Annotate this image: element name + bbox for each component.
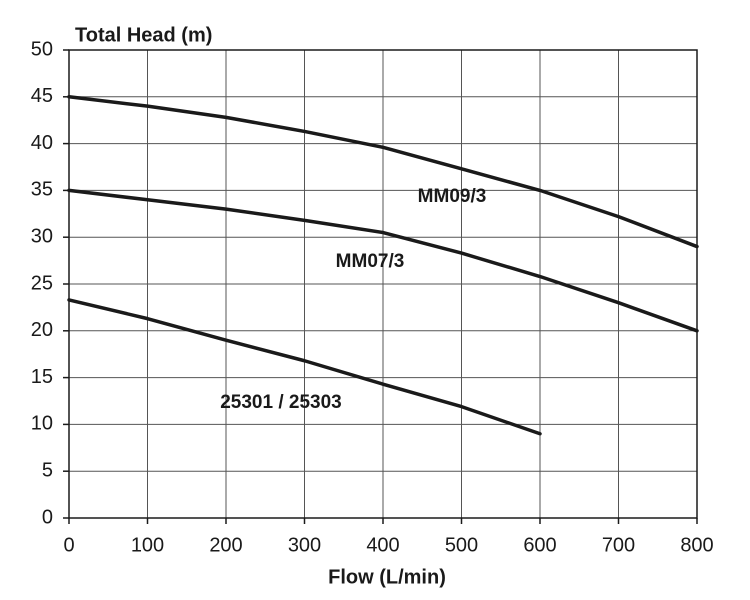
x-tick-label: 100 bbox=[131, 534, 164, 556]
y-tick-label: 40 bbox=[31, 132, 53, 154]
x-tick-label: 700 bbox=[602, 534, 635, 556]
y-tick-label: 15 bbox=[31, 366, 53, 388]
x-tick-label: 300 bbox=[288, 534, 321, 556]
y-tick-label: 30 bbox=[31, 225, 53, 247]
x-tick-label: 200 bbox=[209, 534, 242, 556]
y-tick-label: 45 bbox=[31, 85, 53, 107]
curve bbox=[67, 95, 699, 249]
y-tick-label: 35 bbox=[31, 179, 53, 201]
plot-frame bbox=[68, 49, 698, 519]
y-tick-label: 20 bbox=[31, 319, 53, 341]
x-axis-label: Flow (L/min) bbox=[328, 566, 446, 588]
curve-label: MM07/3 bbox=[336, 251, 405, 272]
x-tick-label: 400 bbox=[366, 534, 399, 556]
curve-label: 25301 / 25303 bbox=[220, 392, 342, 413]
x-tick-label: 500 bbox=[445, 534, 478, 556]
x-tick-label: 0 bbox=[63, 534, 74, 556]
y-tick-label: 50 bbox=[31, 38, 53, 60]
curve bbox=[67, 298, 542, 436]
y-tick-label: 25 bbox=[31, 272, 53, 294]
y-tick-label: 10 bbox=[31, 413, 53, 435]
x-tick-label: 800 bbox=[680, 534, 713, 556]
x-tick-label: 600 bbox=[523, 534, 556, 556]
chart-title: Total Head (m) bbox=[75, 24, 212, 46]
y-tick-label: 5 bbox=[42, 459, 53, 481]
y-tick-label: 0 bbox=[42, 506, 53, 528]
curve bbox=[67, 188, 699, 333]
curve-label: MM09/3 bbox=[418, 186, 487, 207]
